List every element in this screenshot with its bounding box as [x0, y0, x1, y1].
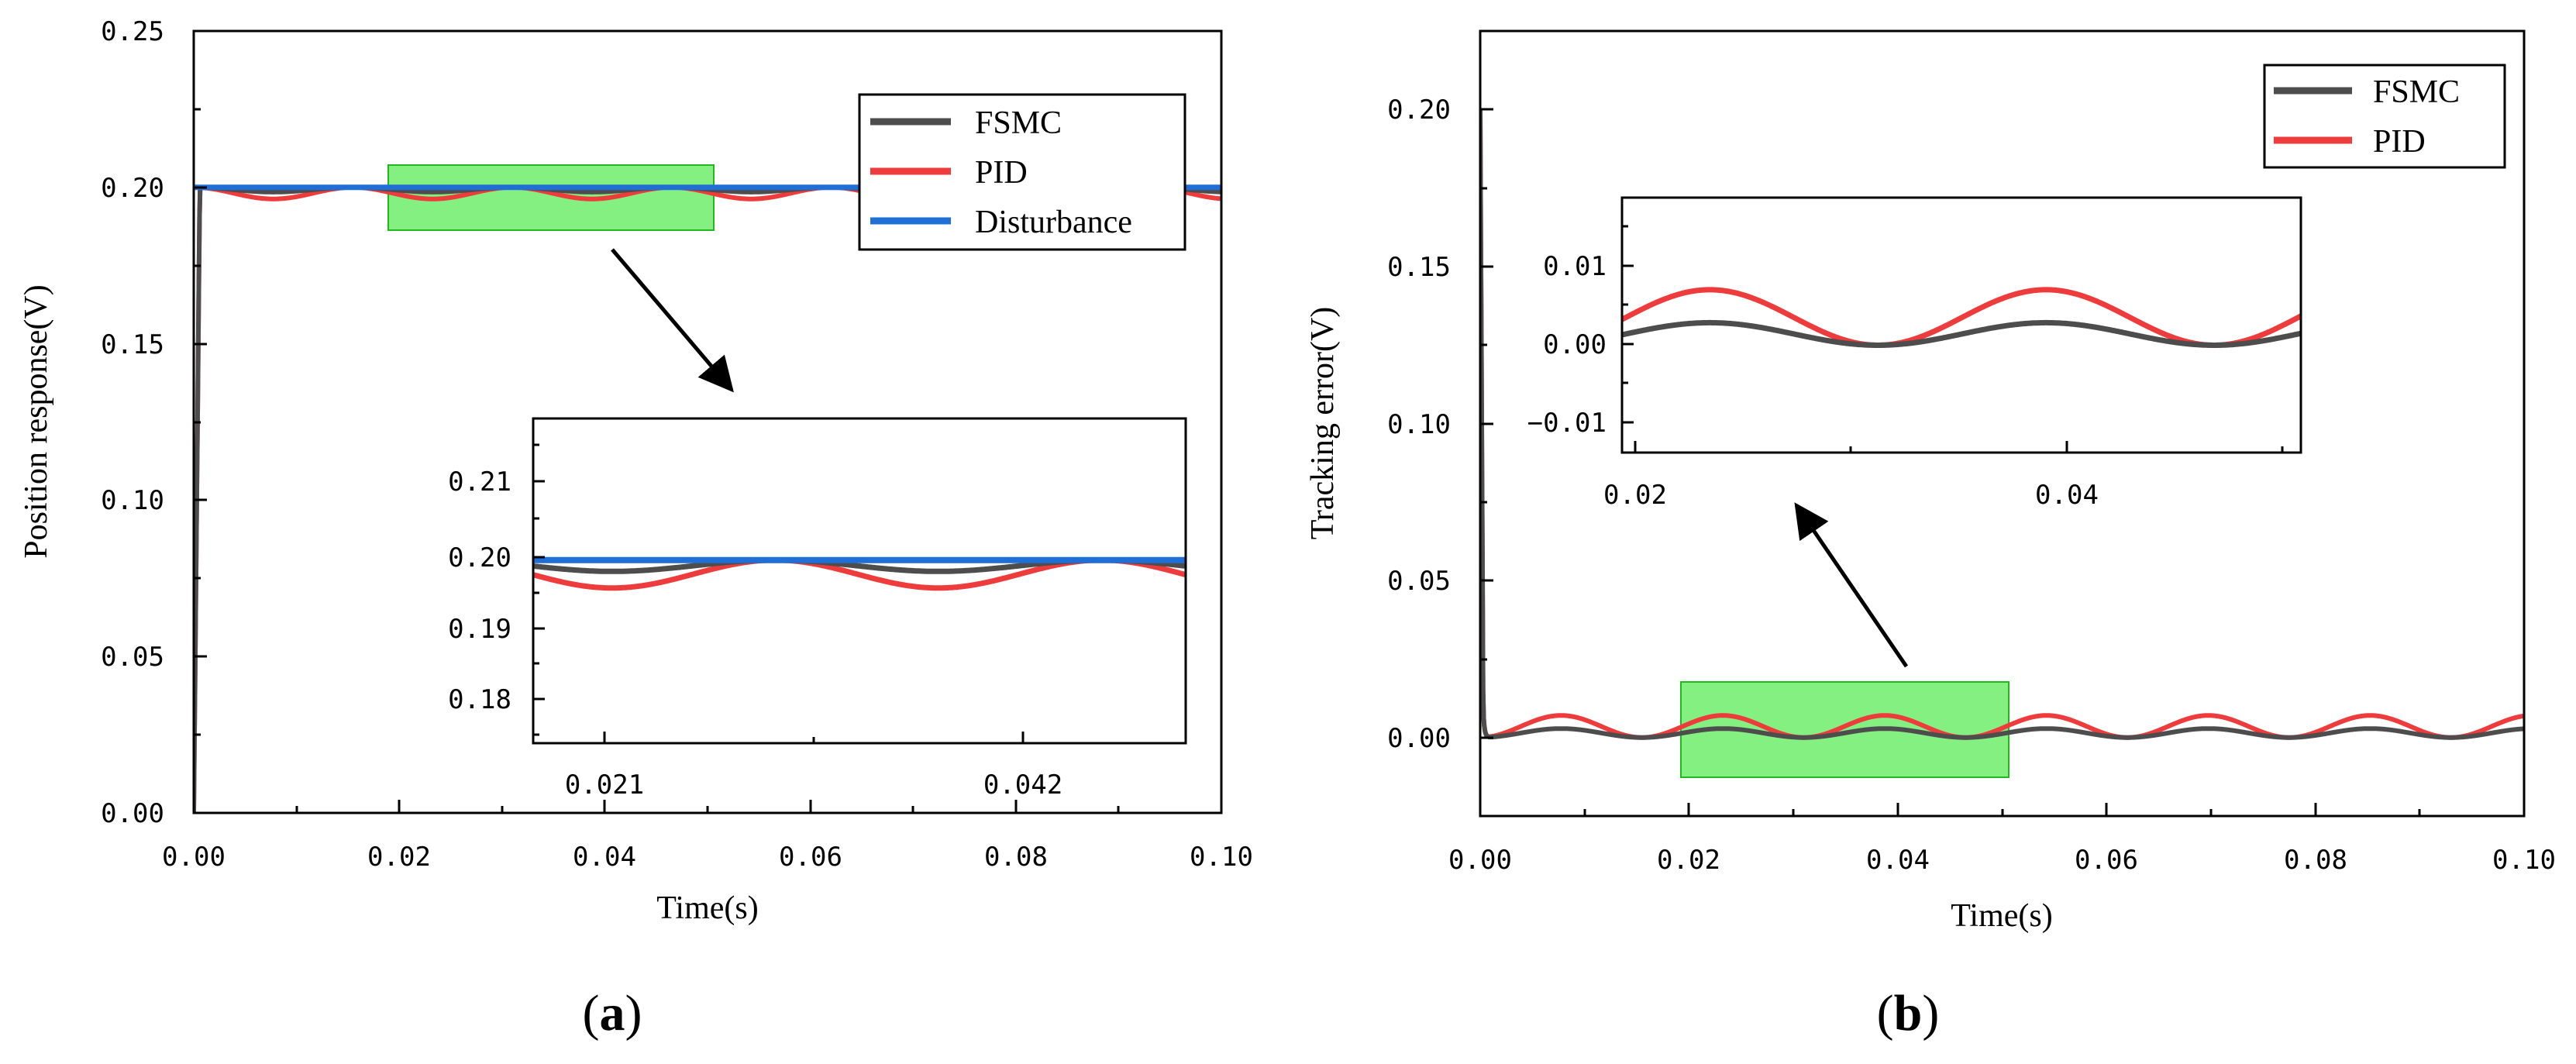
chart-b-xtick: 0.02 — [1657, 845, 1720, 876]
chart-b-inset-ytick: −0.01 — [1527, 408, 1607, 439]
chart-b-data — [1480, 109, 2524, 778]
chart-a-ytick: 0.05 — [101, 642, 164, 673]
chart-b-inset-xtick: 0.02 — [1603, 480, 1667, 511]
chart-a-xtick: 0.10 — [1190, 842, 1253, 873]
chart-b-ytick: 0.05 — [1387, 566, 1451, 597]
chart-a-inset-xtick: 0.021 — [565, 770, 644, 801]
chart-a-legend-label-pid: PID — [975, 155, 1028, 191]
chart-b-y-axis-label: Tracking error(V) — [1305, 307, 1341, 540]
panel-label-a: (a) — [583, 985, 642, 1042]
chart-a-inset-ytick: 0.19 — [448, 614, 511, 645]
chart-b-xtick: 0.10 — [2492, 845, 2556, 876]
chart-b-legend: FSMC PID — [2263, 64, 2506, 169]
chart-b-legend-label-pid: PID — [2373, 124, 2426, 160]
chart-b-ytick: 0.00 — [1387, 723, 1451, 754]
chart-a-xtick: 0.06 — [779, 842, 842, 873]
chart-a-inset: 0.21 0.20 0.19 0.18 0.021 0.042 — [448, 417, 1187, 801]
chart-b-inset: 0.01 0.00 −0.01 0.02 0.04 — [1527, 196, 2302, 511]
chart-b-ytick: 0.10 — [1387, 409, 1451, 440]
chart-b-zoom-arrow — [1794, 502, 1909, 668]
chart-a: 0.00 0.02 0.04 0.06 0.08 0.10 0.00 0.05 … — [19, 16, 1253, 1042]
chart-b-legend-label-fsmc: FSMC — [2373, 74, 2460, 110]
chart-a-x-tick-labels: 0.00 0.02 0.04 0.06 0.08 0.10 — [162, 842, 1253, 873]
chart-a-legend-label-fsmc: FSMC — [975, 105, 1062, 141]
chart-a-legend: FSMC PID Disturbance — [858, 93, 1186, 251]
chart-a-xtick: 0.08 — [984, 842, 1048, 873]
chart-b-y-tick-labels: 0.00 0.05 0.10 0.15 0.20 — [1387, 95, 1451, 754]
chart-b-series-fsmc — [1480, 109, 2524, 740]
chart-a-xtick: 0.04 — [573, 842, 636, 873]
chart-a-inset-frame — [532, 417, 1187, 745]
chart-a-ytick: 0.00 — [101, 798, 164, 829]
chart-a-xtick: 0.02 — [367, 842, 431, 873]
chart-b-xtick: 0.04 — [1866, 845, 1930, 876]
chart-b-ticks — [1479, 29, 2526, 818]
chart-a-inset-background — [533, 418, 1186, 743]
chart-a-ytick: 0.25 — [101, 16, 164, 47]
chart-b-legend-box — [2263, 64, 2506, 169]
chart-a-y-tick-labels: 0.00 0.05 0.10 0.15 0.20 0.25 — [101, 16, 164, 829]
chart-a-ytick: 0.15 — [101, 329, 164, 360]
chart-a-inset-ytick: 0.21 — [448, 467, 511, 498]
chart-b-inset-ytick: 0.00 — [1543, 329, 1607, 360]
chart-b-xtick: 0.00 — [1448, 845, 1512, 876]
chart-a-xtick: 0.00 — [162, 842, 226, 873]
chart-b-x-tick-labels: 0.00 0.02 0.04 0.06 0.08 0.10 — [1448, 845, 2556, 876]
chart-a-inset-ytick: 0.20 — [448, 542, 511, 573]
chart-b-inset-xtick: 0.04 — [2035, 480, 2099, 511]
chart-b: 0.00 0.02 0.04 0.06 0.08 0.10 0.00 0.05 … — [1305, 29, 2556, 1042]
chart-a-zoom-arrow — [611, 248, 734, 393]
chart-a-inset-xtick: 0.042 — [983, 770, 1062, 801]
chart-a-ticks — [192, 29, 1223, 814]
chart-a-inset-ytick: 0.18 — [448, 684, 511, 715]
chart-a-x-axis-label: Time(s) — [656, 890, 758, 926]
chart-b-x-axis-label: Time(s) — [1951, 898, 2052, 934]
chart-b-ytick: 0.15 — [1387, 252, 1451, 283]
chart-b-ytick: 0.20 — [1387, 95, 1451, 126]
chart-a-y-axis-label: Position response(V) — [19, 284, 54, 558]
chart-b-xtick: 0.06 — [2075, 845, 2138, 876]
chart-a-ytick: 0.20 — [101, 173, 164, 204]
chart-b-inset-ytick: 0.01 — [1543, 251, 1607, 282]
panel-label-b: (b) — [1877, 985, 1940, 1042]
chart-b-inset-frame — [1620, 196, 2302, 454]
chart-a-legend-label-disturbance: Disturbance — [975, 205, 1132, 240]
chart-b-xtick: 0.08 — [2284, 845, 2347, 876]
chart-b-inset-series-fsmc — [1622, 319, 2301, 348]
chart-a-ytick: 0.10 — [101, 485, 164, 516]
